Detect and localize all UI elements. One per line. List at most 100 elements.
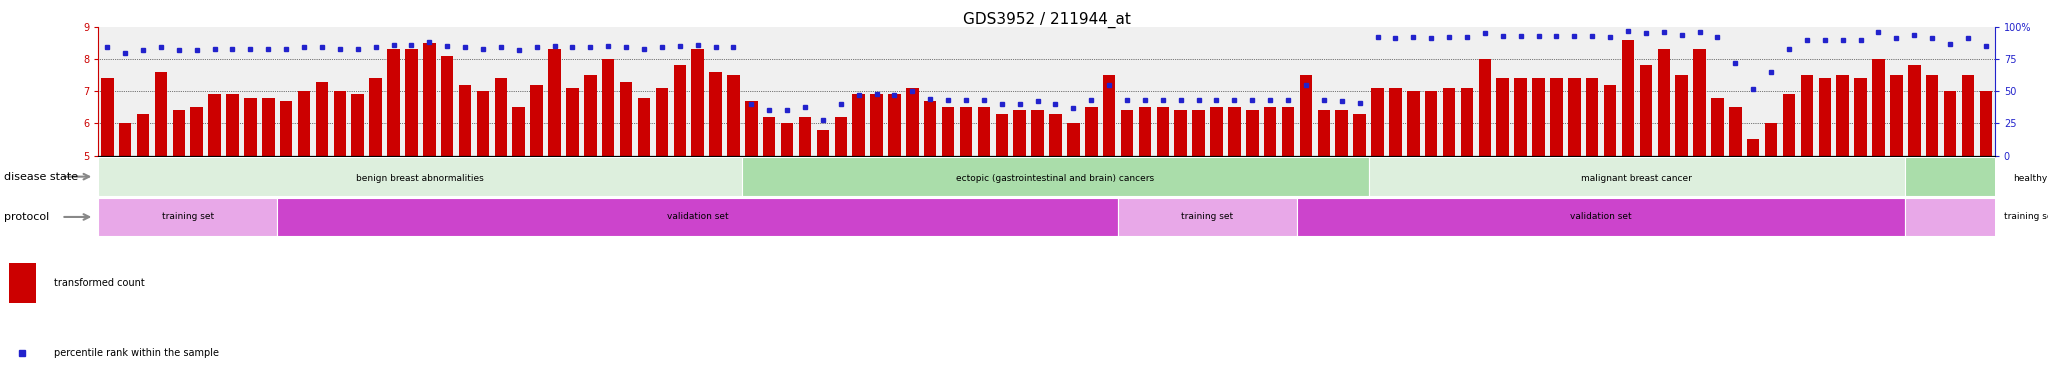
Text: validation set: validation set (1571, 212, 1632, 222)
Bar (459, 85, 471, 156)
Bar (834, 117, 848, 156)
Bar (1765, 123, 1778, 156)
Text: healthy: healthy (2013, 174, 2048, 183)
Bar (584, 75, 596, 156)
Bar (1210, 107, 1223, 156)
Bar (1837, 75, 1849, 156)
Bar (1317, 111, 1329, 156)
Bar (172, 111, 184, 156)
Bar (924, 101, 936, 156)
Bar (209, 94, 221, 156)
Bar (1909, 65, 1921, 156)
Bar (369, 78, 381, 156)
Bar (905, 88, 920, 156)
Bar (424, 43, 436, 156)
Text: training set: training set (1182, 212, 1233, 222)
Bar (870, 94, 883, 156)
Bar (1980, 91, 1993, 156)
Bar (137, 114, 150, 156)
Bar (1729, 107, 1741, 156)
Bar (1300, 75, 1313, 156)
Bar (1479, 59, 1491, 156)
Bar (494, 78, 508, 156)
Text: disease state: disease state (4, 172, 78, 182)
Bar (387, 50, 399, 156)
Bar (1229, 107, 1241, 156)
Bar (1442, 88, 1456, 156)
Bar (961, 107, 973, 156)
Bar (1800, 75, 1812, 156)
Bar (1104, 75, 1116, 156)
Bar (1640, 65, 1653, 156)
Bar (977, 107, 989, 156)
Bar (1139, 107, 1151, 156)
Bar (119, 123, 131, 156)
Text: protocol: protocol (4, 212, 49, 222)
Text: malignant breast cancer: malignant breast cancer (1581, 174, 1692, 183)
Bar (225, 94, 240, 156)
Bar (1264, 107, 1276, 156)
Bar (889, 94, 901, 156)
Text: percentile rank within the sample: percentile rank within the sample (53, 348, 219, 358)
Bar (942, 107, 954, 156)
Bar (406, 50, 418, 156)
Bar (1407, 91, 1419, 156)
Bar (334, 91, 346, 156)
Bar (190, 107, 203, 156)
Bar (530, 85, 543, 156)
Bar (276, 198, 1118, 236)
Bar (1622, 40, 1634, 156)
Bar (1335, 111, 1348, 156)
Bar (727, 75, 739, 156)
Bar (764, 117, 776, 156)
Bar (1372, 88, 1384, 156)
Bar (1747, 139, 1759, 156)
Bar (1157, 107, 1169, 156)
Bar (1460, 88, 1473, 156)
Bar (1890, 75, 1903, 156)
Bar (1872, 59, 1884, 156)
Bar (655, 88, 668, 156)
Bar (1014, 111, 1026, 156)
Bar (1782, 94, 1796, 156)
Bar (156, 72, 168, 156)
Bar (1118, 198, 1296, 236)
Bar (98, 157, 741, 196)
Bar (1585, 78, 1599, 156)
Bar (817, 130, 829, 156)
Bar (799, 117, 811, 156)
Bar (1282, 107, 1294, 156)
Bar (262, 98, 274, 156)
Bar (440, 56, 453, 156)
Bar (1296, 198, 1905, 236)
Bar (1120, 111, 1133, 156)
Bar (1354, 114, 1366, 156)
Bar (1905, 157, 2048, 196)
Bar (1425, 91, 1438, 156)
Text: transformed count: transformed count (53, 278, 145, 288)
Text: validation set: validation set (668, 212, 729, 222)
Bar (1819, 78, 1831, 156)
Bar (637, 98, 651, 156)
Bar (995, 114, 1008, 156)
Bar (1569, 78, 1581, 156)
Bar (8, 263, 35, 303)
Bar (741, 157, 1368, 196)
Bar (100, 78, 113, 156)
Bar (1513, 78, 1528, 156)
Bar (1604, 85, 1616, 156)
Bar (1675, 75, 1688, 156)
Bar (1712, 98, 1724, 156)
Bar (745, 101, 758, 156)
Bar (1032, 111, 1044, 156)
Bar (621, 81, 633, 156)
Bar (709, 72, 721, 156)
Bar (1944, 91, 1956, 156)
Bar (1497, 78, 1509, 156)
Bar (297, 91, 311, 156)
Bar (1049, 114, 1061, 156)
Bar (1174, 111, 1188, 156)
Bar (1962, 75, 1974, 156)
Bar (1085, 107, 1098, 156)
Bar (244, 98, 256, 156)
